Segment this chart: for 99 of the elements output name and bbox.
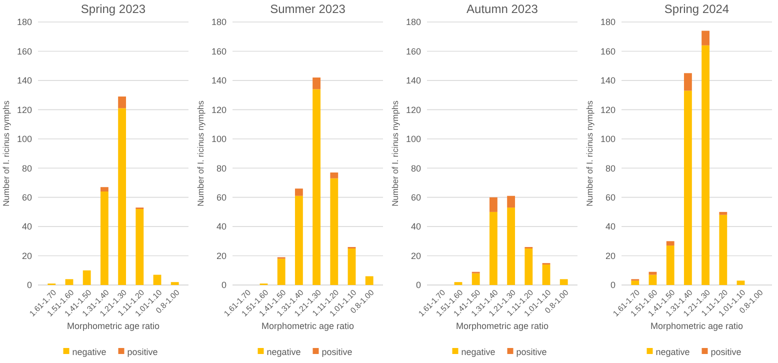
- y-tick-label: 40: [605, 222, 616, 232]
- chart-title: Autumn 2023: [466, 2, 538, 16]
- y-tick-label: 0: [221, 280, 226, 290]
- bar: [294, 188, 303, 196]
- y-tick-label: 20: [22, 250, 32, 261]
- bar: [294, 196, 303, 285]
- y-tick-label: 180: [600, 17, 616, 28]
- y-tick-label: 80: [605, 163, 616, 174]
- x-axis-title: Morphometric age ratio: [650, 321, 744, 331]
- y-tick-label: 60: [22, 192, 32, 202]
- y-tick-label: 160: [211, 46, 226, 56]
- bar: [330, 178, 338, 285]
- y-tick-label: 20: [605, 250, 616, 261]
- bar: [666, 246, 674, 285]
- chart-title: Spring 2024: [664, 2, 730, 16]
- bar: [648, 274, 657, 285]
- chart-title: Summer 2023: [270, 2, 346, 16]
- y-tick-label: 120: [16, 104, 32, 115]
- bar: [312, 89, 321, 285]
- bar: [118, 96, 126, 108]
- x-axis-title: Morphometric age ratio: [66, 321, 160, 331]
- y-tick-label: 100: [406, 134, 421, 144]
- bar: [100, 187, 108, 192]
- y-tick-label: 180: [211, 17, 226, 28]
- y-tick-label: 40: [216, 222, 226, 232]
- y-tick-label: 100: [211, 134, 226, 144]
- y-tick-label: 120: [406, 104, 421, 115]
- bar: [365, 276, 374, 285]
- bar: [65, 279, 74, 285]
- bar: [277, 258, 286, 285]
- bar: [489, 197, 498, 212]
- y-tick-label: 160: [16, 46, 32, 56]
- bar: [330, 172, 338, 178]
- bar: [542, 264, 550, 285]
- bar: [719, 212, 728, 215]
- legend-label: positive: [516, 347, 547, 357]
- bar: [684, 90, 692, 285]
- y-axis-title: Number of I. ricinus nymphs: [584, 100, 594, 206]
- x-axis-title: Morphometric age ratio: [456, 321, 549, 331]
- y-tick-label: 0: [610, 280, 616, 290]
- legend-label: negative: [266, 347, 301, 357]
- y-tick-label: 60: [410, 192, 421, 202]
- y-tick-label: 100: [600, 134, 616, 144]
- bar: [454, 282, 462, 285]
- bar: [666, 241, 674, 246]
- legend-label: positive: [127, 347, 158, 357]
- y-tick-label: 0: [416, 280, 421, 290]
- y-tick-label: 80: [22, 163, 32, 174]
- bar: [702, 45, 710, 285]
- bar: [153, 274, 162, 285]
- y-tick-label: 80: [410, 163, 421, 174]
- y-tick-label: 60: [605, 192, 616, 202]
- y-tick-label: 80: [216, 163, 226, 174]
- bar: [648, 272, 657, 275]
- bar: [170, 282, 179, 285]
- x-axis-title: Morphometric age ratio: [261, 321, 354, 331]
- y-tick-label: 180: [406, 17, 421, 28]
- y-tick-label: 160: [600, 46, 616, 56]
- legend-label: positive: [322, 347, 352, 357]
- legend-label: negative: [461, 347, 496, 357]
- y-axis-title: Number of I. ricinus nymphs: [196, 100, 206, 206]
- y-tick-label: 140: [600, 76, 616, 86]
- legend-label: negative: [72, 347, 106, 357]
- bar: [312, 78, 321, 90]
- bar: [719, 214, 728, 285]
- bar: [702, 30, 710, 46]
- y-tick-label: 180: [16, 17, 32, 28]
- y-tick-label: 40: [410, 222, 421, 232]
- bar: [631, 280, 640, 285]
- bar: [507, 196, 516, 208]
- y-tick-label: 140: [16, 76, 32, 86]
- y-tick-label: 120: [600, 104, 616, 115]
- legend-label: negative: [656, 347, 690, 357]
- legend-label: positive: [710, 347, 742, 357]
- bar: [118, 108, 126, 285]
- y-tick-label: 140: [211, 76, 226, 86]
- bar: [472, 273, 480, 285]
- y-tick-label: 20: [410, 250, 421, 261]
- y-axis-title: Number of I. ricinus nymphs: [390, 100, 400, 206]
- bar: [348, 248, 356, 285]
- bar: [507, 208, 516, 285]
- bar: [524, 248, 533, 285]
- y-tick-label: 60: [216, 192, 226, 202]
- y-tick-label: 40: [22, 222, 32, 232]
- bar: [736, 280, 745, 285]
- bar: [684, 73, 692, 91]
- y-tick-label: 0: [26, 280, 32, 290]
- bar: [82, 270, 91, 285]
- bar: [100, 191, 108, 285]
- y-tick-label: 160: [406, 46, 421, 56]
- y-axis-title: Number of I. ricinus nymphs: [1, 100, 11, 206]
- y-tick-label: 20: [216, 250, 226, 261]
- y-tick-label: 120: [211, 104, 226, 115]
- bar: [560, 279, 568, 285]
- y-tick-label: 140: [406, 76, 421, 86]
- chart-title: Spring 2023: [80, 2, 146, 16]
- y-tick-label: 100: [16, 134, 32, 144]
- bar: [489, 212, 498, 285]
- bar: [136, 209, 144, 285]
